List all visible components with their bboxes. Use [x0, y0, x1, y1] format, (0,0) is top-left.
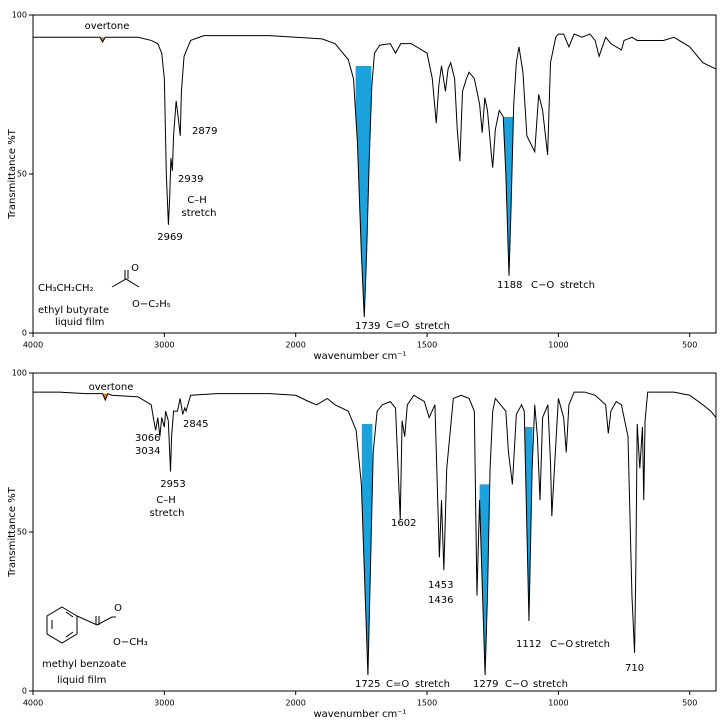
peak-highlight	[524, 427, 533, 622]
peak-annotation: overtone	[85, 21, 130, 32]
peak-annotation: 710	[625, 663, 644, 674]
peak-annotation: 2953	[160, 479, 185, 490]
peak-annotation: 2845	[183, 419, 208, 430]
peak-annotation: C−O	[531, 280, 554, 291]
molecule-label: liquid film	[57, 675, 106, 686]
bond	[111, 278, 140, 288]
spectrum-line	[33, 33, 717, 318]
spectrum-chart: 4000 3000 2000 1500 1000 500 0 50 100 wavenumber …	[7, 369, 717, 720]
y-tick-label: 100	[12, 369, 27, 378]
peak-annotation: 2939	[178, 174, 203, 185]
peak-annotation: C=O	[386, 679, 409, 690]
x-tick-label: 1000	[548, 341, 568, 350]
peak-annotation: 1453	[428, 580, 453, 591]
y-tick-label: 0	[22, 687, 27, 696]
y-tick-label: 0	[22, 329, 27, 338]
peak-annotation: 1725	[355, 679, 380, 690]
molecule-label: methyl benzoate	[42, 659, 126, 670]
molecule-label: CH₃CH₂CH₂	[38, 283, 94, 294]
bond	[124, 270, 129, 279]
y-tick-label: 100	[12, 11, 27, 20]
peak-annotation: 2969	[157, 232, 182, 243]
bond	[76, 615, 113, 626]
peak-annotation: C–H	[156, 495, 176, 506]
peak-highlight	[361, 423, 373, 676]
x-tick-label: 2000	[286, 699, 306, 708]
peak-annotation: overtone	[89, 382, 134, 393]
peak-annotation: 3034	[135, 446, 160, 457]
peak-annotation: stretch	[415, 321, 450, 332]
x-tick-label: 4000	[23, 341, 43, 350]
x-tick-label: 3000	[154, 341, 174, 350]
peak-highlight	[102, 393, 108, 401]
x-tick-label: 500	[682, 341, 697, 350]
molecule-label: O−CH₃	[113, 637, 148, 648]
peak-annotation: 2879	[192, 126, 217, 137]
x-tick-label: 4000	[23, 699, 43, 708]
x-axis-label: wavenumber cm⁻¹	[313, 351, 406, 362]
peak-annotation: 1279	[473, 679, 498, 690]
peak-annotation: stretch	[533, 679, 568, 690]
x-tick-label: 1000	[548, 699, 568, 708]
peak-annotation: stretch	[150, 508, 185, 519]
peak-annotation: 3066	[135, 433, 160, 444]
peak-annotation: 1436	[428, 595, 453, 606]
peak-annotation: C=O	[386, 320, 409, 331]
spectrum-line	[33, 391, 717, 676]
molecule-label: ethyl butyrate	[38, 305, 109, 316]
x-tick-label: 2000	[286, 341, 306, 350]
peak-annotation: 1602	[391, 518, 416, 529]
peak-annotation: 1739	[355, 321, 380, 332]
x-tick-label: 1500	[417, 699, 437, 708]
peak-highlight	[355, 65, 372, 318]
y-axis-label: Transmittance %T	[7, 128, 18, 220]
y-tick-label: 50	[17, 170, 27, 179]
molecule-label: O	[114, 603, 122, 614]
peak-annotation: C−O	[505, 679, 528, 690]
peak-annotation: C−O	[550, 639, 573, 650]
y-tick-label: 50	[17, 528, 27, 537]
molecule-label: O−C₂H₅	[132, 299, 171, 310]
molecule-label: liquid film	[55, 317, 104, 328]
molecule-drawing	[46, 270, 140, 644]
peak-highlight	[479, 484, 491, 676]
spectrum-chart: 4000 3000 2000 1500 1000 500 0 50 100 wavenumber …	[7, 11, 717, 362]
benzene-ring	[46, 606, 78, 644]
y-axis-label: Transmittance %T	[7, 486, 18, 578]
peak-annotation: stretch	[182, 208, 217, 219]
x-tick-label: 1500	[417, 341, 437, 350]
peak-annotation: stretch	[415, 679, 450, 690]
molecule-label: O	[131, 263, 139, 274]
x-tick-label: 500	[682, 699, 697, 708]
peak-highlight	[503, 116, 515, 276]
peak-highlight	[99, 37, 106, 43]
x-axis-label: wavenumber cm⁻¹	[313, 709, 406, 720]
peak-annotation: 1188	[497, 280, 522, 291]
peak-annotation: C–H	[187, 195, 207, 206]
x-tick-label: 3000	[154, 699, 174, 708]
peak-annotation: stretch	[560, 280, 595, 291]
peak-annotation: 1112	[516, 639, 541, 650]
peak-annotation: stretch	[575, 639, 610, 650]
